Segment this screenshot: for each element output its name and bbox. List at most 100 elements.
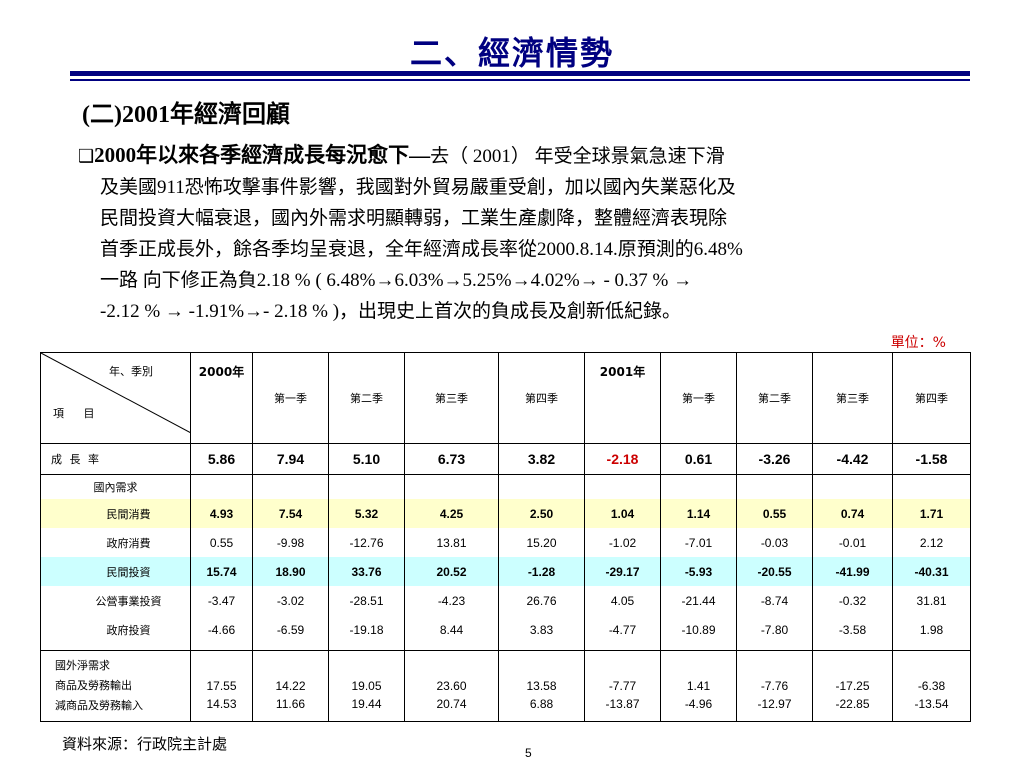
table-cell: 19.05 <box>351 679 382 693</box>
table-cell: -3.58 <box>812 615 893 644</box>
table-cell: 5.86 <box>190 443 253 475</box>
paragraph-line-3: 民間投資大幅衰退，國內外需求明顯轉弱，工業生產劇降，整體經濟表現除 <box>100 208 728 229</box>
paragraph-lead: 2000年以來各季經濟成長每況愈下— <box>94 143 431 167</box>
row-group-label: 國外淨需求 <box>55 659 110 672</box>
table-cell: 6.88 <box>529 697 554 711</box>
table-cell: 0.55 <box>190 528 253 557</box>
table-cell: 1.04 <box>584 499 661 528</box>
page-number: 5 <box>525 746 532 760</box>
column-header: 第一季 <box>252 352 329 444</box>
table-row: 公營事業投資 -3.47 -3.02 -28.51 -4.23 26.76 4.… <box>40 586 971 615</box>
table-cell: 15.74 <box>190 557 253 586</box>
table-cell: -4.23 <box>404 586 499 615</box>
table-cell: -1.58 <box>892 443 971 475</box>
title-rule-thin <box>70 79 970 81</box>
table-cell: 14.53 <box>206 697 237 711</box>
column-header: 第二季 <box>736 352 813 444</box>
column-header: 第一季 <box>660 352 737 444</box>
table-cell: 18.90 <box>252 557 329 586</box>
table-cell: -22.85 <box>835 697 870 711</box>
table-cell: 3.82 <box>498 443 585 475</box>
table-cell: -13.87 <box>605 697 640 711</box>
unit-label: 單位：% <box>890 335 946 351</box>
table-cell: 6.73 <box>404 443 499 475</box>
table-cell: -5.93 <box>660 557 737 586</box>
title-rule <box>70 71 970 76</box>
row-label: 商品及勞務輸出 <box>55 679 132 692</box>
table-cell: 2.12 <box>892 528 971 557</box>
economic-growth-table: 年、季別 項 目 2000年 第一季 第二季 第三季 第四季 2001年 第一季… <box>40 352 971 722</box>
table-cell: -6.59 <box>252 615 329 644</box>
table-cell: -17.25 <box>835 679 870 693</box>
paragraph-text-1: 去（ 2001） 年受全球景氣急速下滑 <box>430 146 725 167</box>
table-cell: 1.98 <box>892 615 971 644</box>
column-header: 第三季 <box>812 352 893 444</box>
table-cell-pair: -17.25 -22.85 <box>812 650 893 722</box>
table-cell: 1.71 <box>892 499 971 528</box>
row-group-label: 國內需求 <box>40 474 191 499</box>
table-header-row: 年、季別 項 目 2000年 第一季 第二季 第三季 第四季 2001年 第一季… <box>40 352 971 444</box>
table-cell: 14.22 <box>275 679 306 693</box>
slide-title: 二、經濟情勢 <box>409 34 614 72</box>
table-cell: 4.93 <box>190 499 253 528</box>
table-cell-pair: 19.05 19.44 <box>328 650 405 722</box>
table-cell: -1.28 <box>498 557 585 586</box>
table-cell: -7.76 <box>760 679 789 693</box>
table-row: 政府投資 -4.66 -6.59 -19.18 8.44 3.83 -4.77 … <box>40 615 971 644</box>
table-cell: -40.31 <box>892 557 971 586</box>
table-cell: -8.74 <box>736 586 813 615</box>
section-subtitle: (二)2001年經濟回顧 <box>82 102 290 128</box>
table-cell: -3.26 <box>736 443 813 475</box>
row-label: 民間投資 <box>40 557 191 586</box>
paragraph-line-6: -2.12 % → -1.91%→- 2.18 % )，出現史上首次的負成長及創… <box>100 301 682 322</box>
table-cell-pair: 1.41 -4.96 <box>660 650 737 722</box>
row-label-foreign: 國外淨需求 商品及勞務輸出 減商品及勞務輸入 <box>40 650 191 722</box>
table-cell: -3.47 <box>190 586 253 615</box>
row-label: 民間消費 <box>40 499 191 528</box>
row-label: 公營事業投資 <box>40 586 191 615</box>
table-cell: -29.17 <box>584 557 661 586</box>
table-cell: 26.76 <box>498 586 585 615</box>
table-cell: 13.58 <box>526 679 557 693</box>
table-cell: -9.98 <box>252 528 329 557</box>
table-cell: 31.81 <box>892 586 971 615</box>
table-cell: -13.54 <box>914 697 949 711</box>
table-cell-pair: -7.77 -13.87 <box>584 650 661 722</box>
table-cell: 0.74 <box>812 499 893 528</box>
table-cell: 1.14 <box>660 499 737 528</box>
table-cell: 4.25 <box>404 499 499 528</box>
table-cell: -0.03 <box>736 528 813 557</box>
table-cell: -21.44 <box>660 586 737 615</box>
table-cell: 15.20 <box>498 528 585 557</box>
column-header: 第三季 <box>404 352 499 444</box>
table-cell: -4.66 <box>190 615 253 644</box>
source-note: 資料來源：行政院主計處 <box>62 735 228 753</box>
column-header: 第四季 <box>498 352 585 444</box>
checkbox-bullet-icon: ❑ <box>78 146 95 166</box>
table-cell: -0.32 <box>812 586 893 615</box>
corner-header-cell: 年、季別 項 目 <box>40 352 191 444</box>
table-row: 民間消費 4.93 7.54 5.32 4.25 2.50 1.04 1.14 … <box>40 499 971 528</box>
table-cell: 2.50 <box>498 499 585 528</box>
table-cell: -10.89 <box>660 615 737 644</box>
corner-label-item: 項 目 <box>53 407 103 420</box>
table-spacer-row <box>40 644 971 651</box>
table-row-growth-rate: 成 長 率 5.86 7.94 5.10 6.73 3.82 -2.18 0.6… <box>40 443 971 475</box>
table-cell-highlight: -2.18 <box>584 443 661 475</box>
table-cell: -7.77 <box>608 679 637 693</box>
table-cell: 8.44 <box>404 615 499 644</box>
table-cell: -4.42 <box>812 443 893 475</box>
table-cell: -41.99 <box>812 557 893 586</box>
paragraph-line-1: ❑2000年以來各季經濟成長每況愈下—去（ 2001） 年受全球景氣急速下滑 <box>78 140 964 172</box>
table-cell: 4.05 <box>584 586 661 615</box>
table-cell-pair: -7.76 -12.97 <box>736 650 813 722</box>
column-header: 第二季 <box>328 352 405 444</box>
table-cell: -3.02 <box>252 586 329 615</box>
column-header: 2000年 <box>190 352 253 444</box>
table-cell: 13.81 <box>404 528 499 557</box>
table-cell: 11.66 <box>275 697 306 711</box>
corner-label-period: 年、季別 <box>109 365 153 378</box>
table-cell: 19.44 <box>351 697 382 711</box>
table-cell: 20.74 <box>436 697 467 711</box>
table-cell: 5.10 <box>328 443 405 475</box>
